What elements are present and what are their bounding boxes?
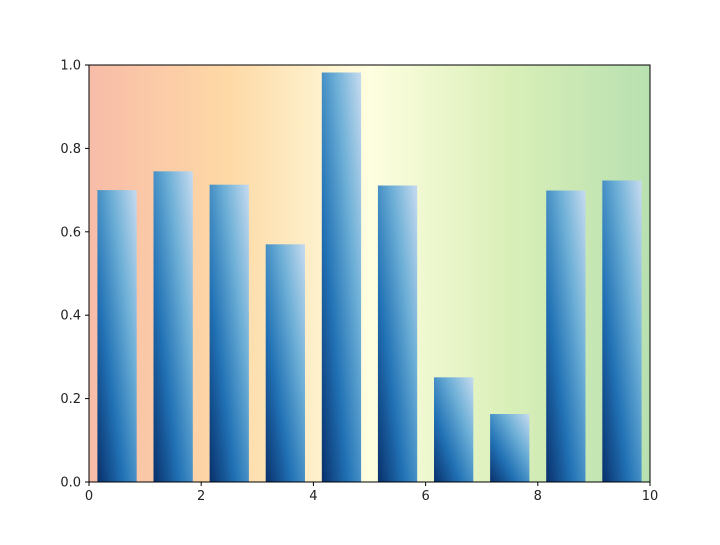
y-axis: 0.0 0.2 0.4 0.6 0.8 1.0 bbox=[60, 59, 89, 491]
x-tick-label: 8 bbox=[534, 489, 542, 504]
bar bbox=[265, 244, 305, 482]
y-tick-label: 0.2 bbox=[60, 392, 81, 407]
bar bbox=[97, 190, 137, 482]
bar bbox=[153, 171, 193, 482]
bar bbox=[490, 414, 530, 482]
x-tick-label: 6 bbox=[421, 489, 429, 504]
y-tick-label: 1.0 bbox=[60, 59, 81, 74]
bar bbox=[546, 190, 586, 482]
x-tick-label: 0 bbox=[85, 489, 93, 504]
bar bbox=[602, 180, 642, 482]
bars bbox=[97, 72, 642, 483]
bar bbox=[209, 184, 249, 482]
bar bbox=[321, 72, 362, 483]
bar bbox=[377, 185, 418, 482]
y-tick-label: 0.8 bbox=[60, 142, 81, 157]
x-tick-label: 4 bbox=[309, 489, 317, 504]
y-tick-label: 0.6 bbox=[60, 225, 81, 240]
bar bbox=[434, 377, 474, 482]
y-tick-label: 0.0 bbox=[60, 476, 81, 491]
x-tick-label: 2 bbox=[197, 489, 205, 504]
y-tick-label: 0.4 bbox=[60, 309, 81, 324]
x-axis: 0 2 4 6 8 10 bbox=[85, 482, 658, 504]
x-tick-label: 10 bbox=[642, 489, 659, 504]
axes-frame bbox=[88, 64, 651, 483]
